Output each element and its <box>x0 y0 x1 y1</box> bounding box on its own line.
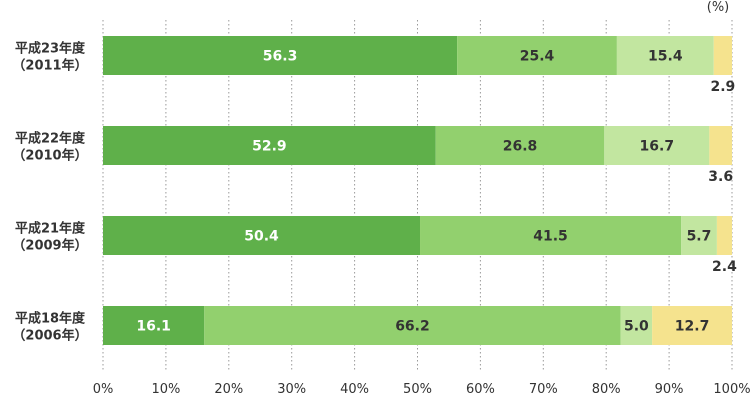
unit-label: (%) <box>707 0 730 15</box>
x-tick-label: 0% <box>93 382 114 397</box>
data-label: 56.3 <box>263 49 298 65</box>
x-tick-label: 30% <box>277 382 306 397</box>
x-tick-label: 80% <box>592 382 621 397</box>
data-label: 26.8 <box>503 139 538 155</box>
bar-segment <box>103 306 205 345</box>
data-label: 25.4 <box>520 49 555 65</box>
category-labels: 平成23年度（2011年） 平成22年度（2010年） 平成21年度（2009年） 平… <box>12 41 87 344</box>
data-label: 15.4 <box>648 49 683 65</box>
x-tick-label: 100% <box>713 382 750 397</box>
bar-segment <box>420 216 682 255</box>
data-label: 52.9 <box>252 139 287 155</box>
data-label: 16.7 <box>640 139 675 155</box>
category-label: （2006年） <box>12 328 87 344</box>
bar-area: 56.3 25.4 15.4 2.9 52.9 26.8 16.7 3.6 50.4 41.5 5.… <box>103 36 737 345</box>
category-label: 平成23年度 <box>15 41 86 57</box>
bar-segment <box>620 306 653 345</box>
category-label: （2010年） <box>12 148 87 164</box>
bar-segment <box>103 126 436 165</box>
x-tick-label: 10% <box>151 382 180 397</box>
data-label: 16.1 <box>136 319 171 335</box>
data-label: 41.5 <box>533 229 568 245</box>
data-label: 66.2 <box>395 319 430 335</box>
data-label: 3.6 <box>708 169 733 185</box>
bar-segment <box>435 126 605 165</box>
bar-segment <box>457 36 617 75</box>
data-label: 2.9 <box>710 79 735 95</box>
bar-segment <box>681 216 717 255</box>
x-tick-label: 40% <box>340 382 369 397</box>
bar-segment <box>713 36 732 75</box>
category-label: （2011年） <box>12 58 87 74</box>
bar-segment <box>716 216 732 255</box>
data-label: 12.7 <box>675 319 710 335</box>
data-label: 50.4 <box>244 229 279 245</box>
category-label: 平成21年度 <box>15 221 86 237</box>
x-tick-label: 70% <box>529 382 558 397</box>
bar-segment <box>652 306 732 345</box>
data-label: 5.7 <box>687 229 712 245</box>
x-tick-label: 50% <box>403 382 432 397</box>
bar-segment <box>616 36 714 75</box>
x-tick-label: 90% <box>655 382 684 397</box>
category-label: 平成22年度 <box>15 131 86 147</box>
bar-segment <box>103 216 421 255</box>
x-tick-label: 20% <box>214 382 243 397</box>
bar-segment <box>604 126 710 165</box>
bar-segment <box>103 36 458 75</box>
data-label: 2.4 <box>712 259 737 275</box>
category-label: （2009年） <box>12 238 87 254</box>
bar-segment <box>204 306 621 345</box>
x-tick-label: 60% <box>466 382 495 397</box>
bar-segment <box>709 126 732 165</box>
category-label: 平成18年度 <box>15 311 86 327</box>
data-label: 5.0 <box>624 319 649 335</box>
x-axis: 0% 10% 20% 30% 40% 50% 60% 70% 80% 90% 100% <box>93 382 750 397</box>
